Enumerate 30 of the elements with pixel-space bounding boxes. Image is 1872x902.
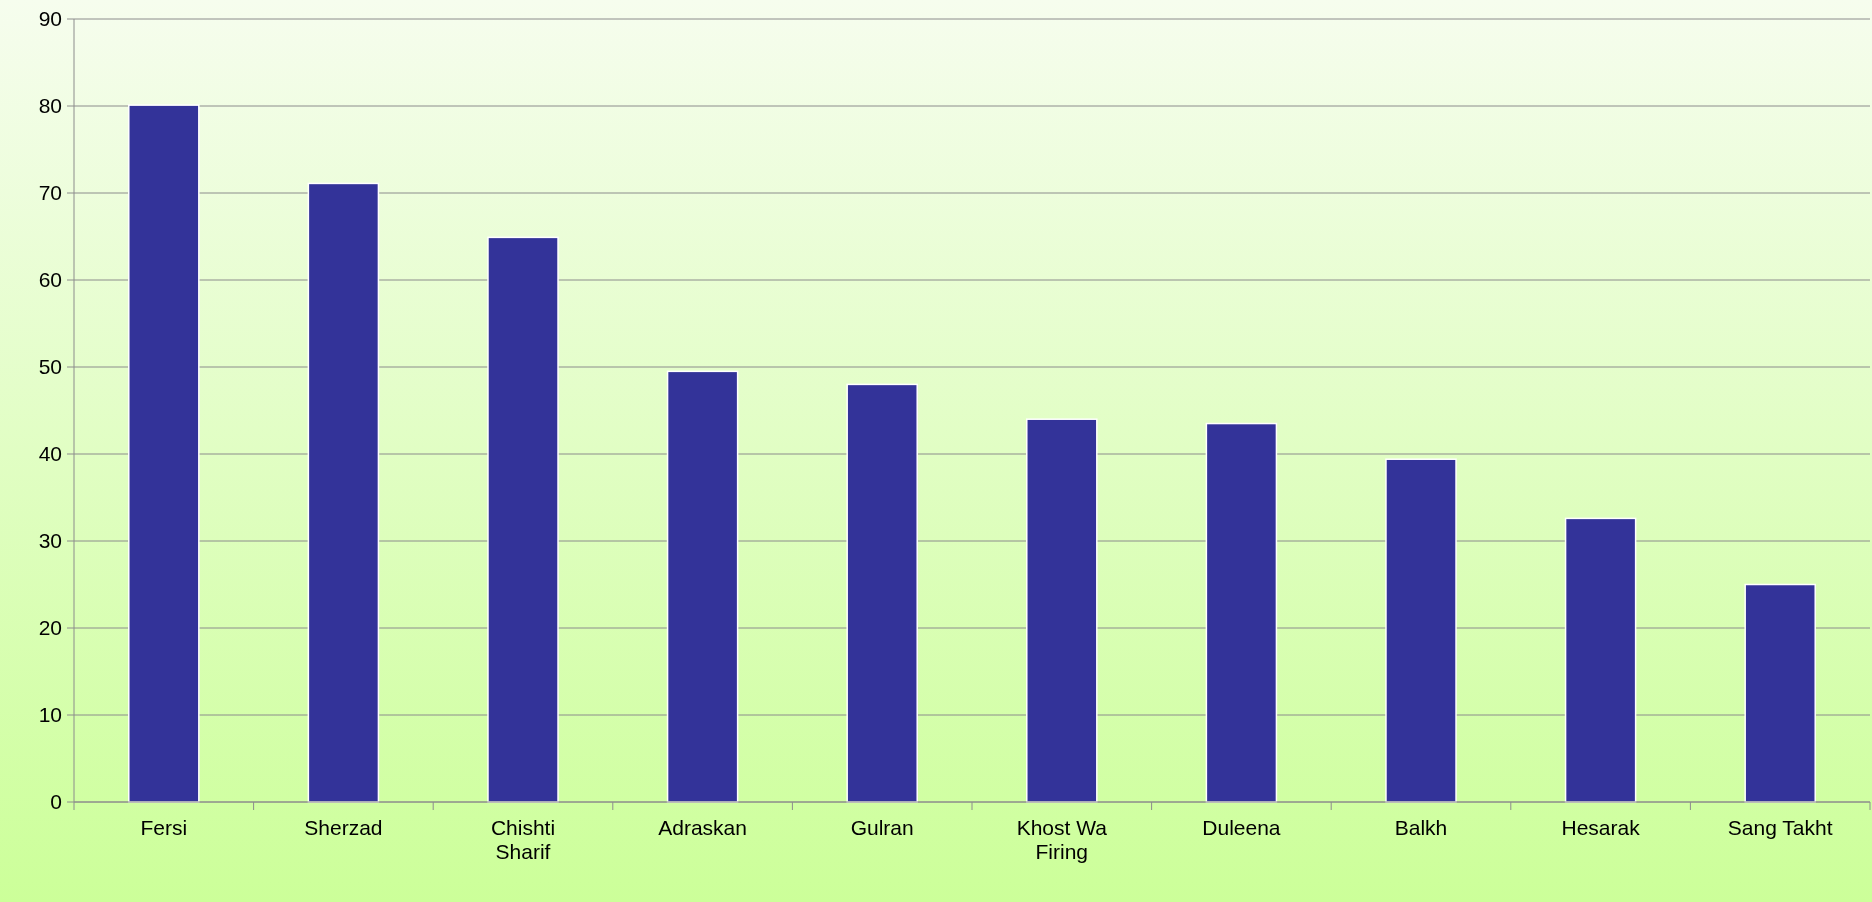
y-tick-label: 60: [38, 268, 62, 292]
x-tick-label: Khost Wa Firing: [1016, 816, 1108, 863]
y-tick-label: 20: [38, 616, 62, 640]
bar: [307, 182, 380, 803]
y-tick-label: 10: [38, 703, 62, 727]
x-tick-label: Chishti Sharif: [490, 816, 556, 863]
bar: [1205, 422, 1278, 803]
bar: [666, 370, 739, 803]
y-tick-label: 40: [38, 442, 62, 466]
y-tick-label: 80: [38, 94, 62, 118]
bar: [1385, 458, 1457, 803]
x-tick-label: Gulran: [850, 816, 914, 839]
bar: [846, 383, 918, 803]
bar: [487, 236, 559, 803]
y-tick-label: 50: [38, 355, 62, 379]
bar: [1564, 517, 1637, 803]
y-tick-label: 70: [38, 181, 62, 205]
x-tick-label: Hesarak: [1561, 816, 1641, 839]
y-tick-label: 30: [38, 529, 62, 553]
x-tick-label: Duleena: [1202, 816, 1281, 839]
x-tick-label: Sang Takht: [1727, 816, 1833, 839]
bar: [1026, 418, 1098, 803]
x-tick-label: Fersi: [140, 816, 188, 839]
bar: [1744, 583, 1816, 803]
y-tick-label: 90: [38, 7, 62, 31]
bar: [128, 104, 200, 803]
x-tick-label: Sherzad: [304, 816, 383, 839]
x-tick-label: Adraskan: [658, 816, 747, 839]
x-tick-label: Balkh: [1394, 816, 1448, 839]
y-tick-label: 0: [50, 790, 62, 814]
